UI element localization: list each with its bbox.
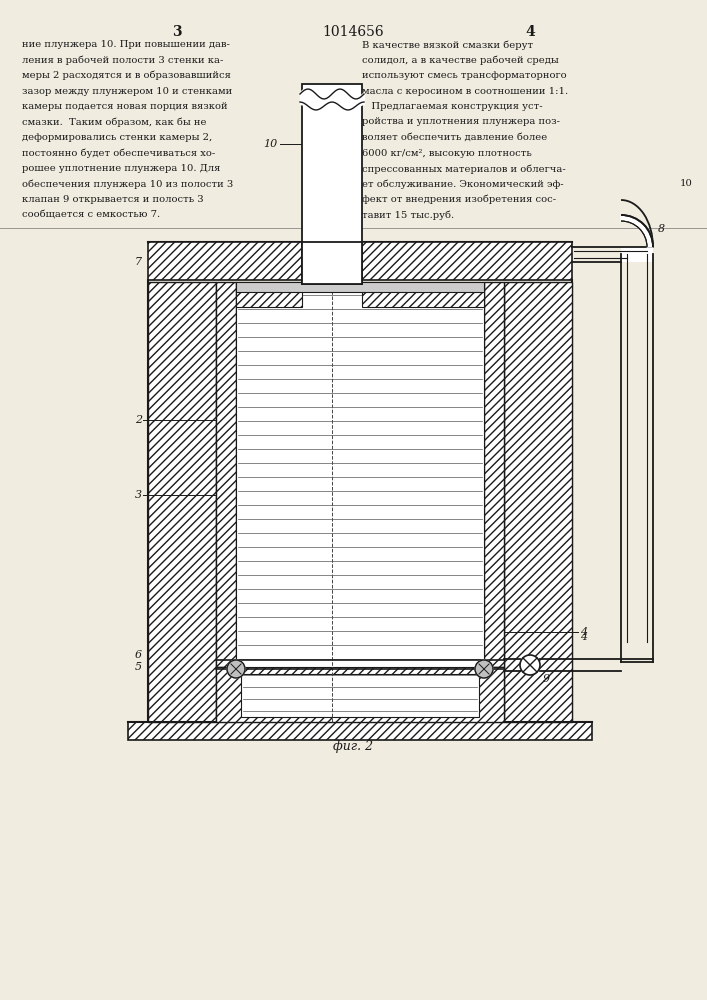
Bar — [621, 247, 653, 262]
Text: тавит 15 тыс.руб.: тавит 15 тыс.руб. — [362, 211, 454, 220]
Text: 10: 10 — [263, 139, 277, 149]
Text: рошее уплотнение плунжера 10. Для: рошее уплотнение плунжера 10. Для — [22, 164, 221, 173]
Bar — [504, 282, 572, 722]
Text: сообщается с емкостью 7.: сообщается с емкостью 7. — [22, 211, 160, 220]
Circle shape — [227, 660, 245, 678]
Text: используют смесь трансформаторного: используют смесь трансформаторного — [362, 71, 566, 80]
Text: фиг. 2: фиг. 2 — [333, 740, 373, 753]
Text: 1014656: 1014656 — [322, 25, 384, 39]
Text: 6000 кг/см², высокую плотность: 6000 кг/см², высокую плотность — [362, 148, 532, 157]
Bar — [302, 84, 362, 284]
Text: В качестве вязкой смазки берут: В качестве вязкой смазки берут — [362, 40, 533, 49]
Text: ние плунжера 10. При повышении дав-: ние плунжера 10. При повышении дав- — [22, 40, 230, 49]
Text: меры 2 расходятся и в образовавшийся: меры 2 расходятся и в образовавшийся — [22, 71, 231, 81]
Text: 3: 3 — [135, 490, 142, 500]
Text: фект от внедрения изобретения сос-: фект от внедрения изобретения сос- — [362, 195, 556, 205]
Bar — [128, 722, 592, 740]
Text: солидол, а в качестве рабочей среды: солидол, а в качестве рабочей среды — [362, 55, 559, 65]
Text: 4: 4 — [580, 627, 587, 637]
Text: 5: 5 — [135, 662, 142, 672]
Text: 3: 3 — [173, 25, 182, 39]
Bar — [216, 282, 236, 667]
Text: 10: 10 — [679, 180, 692, 188]
Text: зазор между плунжером 10 и стенками: зазор между плунжером 10 и стенками — [22, 87, 233, 96]
Text: 4: 4 — [580, 632, 587, 642]
Text: камеры подается новая порция вязкой: камеры подается новая порция вязкой — [22, 102, 228, 111]
Text: деформировались стенки камеры 2,: деформировались стенки камеры 2, — [22, 133, 212, 142]
Bar — [148, 242, 572, 280]
Text: 7: 7 — [135, 257, 142, 267]
Bar — [241, 674, 479, 717]
Text: Предлагаемая конструкция уст-: Предлагаемая конструкция уст- — [362, 102, 543, 111]
Text: 2: 2 — [135, 415, 142, 425]
Text: воляет обеспечить давление более: воляет обеспечить давление более — [362, 133, 547, 142]
Text: 8: 8 — [658, 224, 665, 234]
Text: обеспечения плунжера 10 из полости 3: обеспечения плунжера 10 из полости 3 — [22, 180, 233, 189]
Text: 9: 9 — [543, 674, 550, 684]
Text: ления в рабочей полости 3 стенки ка-: ления в рабочей полости 3 стенки ка- — [22, 55, 223, 65]
Bar — [236, 282, 302, 307]
Circle shape — [475, 660, 493, 678]
Bar — [236, 282, 484, 292]
Bar — [302, 242, 362, 284]
Bar — [484, 282, 504, 667]
Text: спрессованных материалов и облегча-: спрессованных материалов и облегча- — [362, 164, 566, 174]
Bar — [236, 282, 484, 667]
Text: 4: 4 — [525, 25, 535, 39]
Bar — [148, 282, 216, 722]
Text: 6: 6 — [135, 650, 142, 660]
Text: 5: 5 — [339, 102, 345, 111]
Text: масла с керосином в соотношении 1:1.: масла с керосином в соотношении 1:1. — [362, 87, 568, 96]
Text: ройства и уплотнения плунжера поз-: ройства и уплотнения плунжера поз- — [362, 117, 560, 126]
Text: клапан 9 открывается и полость 3: клапан 9 открывается и полость 3 — [22, 195, 204, 204]
Text: ет обслуживание. Экономический эф-: ет обслуживание. Экономический эф- — [362, 180, 563, 189]
Circle shape — [520, 655, 540, 675]
Bar — [362, 282, 484, 307]
Text: постоянно будет обеспечиваться хо-: постоянно будет обеспечиваться хо- — [22, 148, 215, 158]
Text: смазки.  Таким образом, как бы не: смазки. Таким образом, как бы не — [22, 117, 206, 127]
Polygon shape — [621, 215, 653, 247]
Bar — [216, 667, 504, 722]
